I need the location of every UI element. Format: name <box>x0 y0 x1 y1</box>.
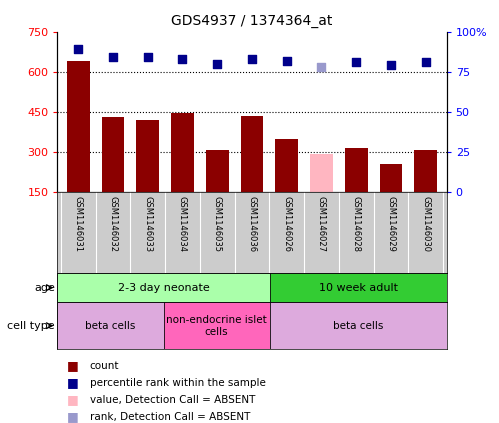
Bar <box>345 148 368 192</box>
Bar <box>102 118 124 192</box>
Bar <box>67 61 89 192</box>
Text: ■: ■ <box>67 376 79 389</box>
Bar <box>136 120 159 192</box>
Point <box>317 64 325 71</box>
Bar <box>57 273 269 302</box>
Text: percentile rank within the sample: percentile rank within the sample <box>90 378 265 388</box>
Bar <box>380 164 402 192</box>
Point <box>144 54 152 61</box>
Text: GSM1146030: GSM1146030 <box>421 196 430 253</box>
Text: 2-3 day neonate: 2-3 day neonate <box>118 283 210 293</box>
Bar <box>269 302 447 349</box>
Text: GSM1146026: GSM1146026 <box>282 196 291 253</box>
Text: GSM1146027: GSM1146027 <box>317 196 326 253</box>
Text: GSM1146028: GSM1146028 <box>352 196 361 253</box>
Point <box>109 54 117 61</box>
Title: GDS4937 / 1374364_at: GDS4937 / 1374364_at <box>171 14 333 28</box>
Text: ■: ■ <box>67 410 79 423</box>
Point <box>422 59 430 66</box>
Text: cell type: cell type <box>7 321 55 331</box>
Bar <box>164 302 269 349</box>
Text: GSM1146033: GSM1146033 <box>143 196 152 253</box>
Text: ■: ■ <box>67 360 79 372</box>
Point <box>352 59 360 66</box>
Text: beta cells: beta cells <box>85 321 136 331</box>
Point <box>179 56 187 63</box>
Text: count: count <box>90 361 119 371</box>
Text: value, Detection Call = ABSENT: value, Detection Call = ABSENT <box>90 395 255 405</box>
Point <box>213 60 221 67</box>
Text: 10 week adult: 10 week adult <box>319 283 398 293</box>
Bar <box>206 150 229 192</box>
Bar <box>241 116 263 192</box>
Text: GSM1146034: GSM1146034 <box>178 196 187 253</box>
Text: non-endocrine islet
cells: non-endocrine islet cells <box>166 315 267 337</box>
Text: beta cells: beta cells <box>333 321 383 331</box>
Text: GSM1146035: GSM1146035 <box>213 196 222 253</box>
Text: age: age <box>34 283 55 293</box>
Text: GSM1146036: GSM1146036 <box>248 196 256 253</box>
Text: GSM1146032: GSM1146032 <box>108 196 117 253</box>
Text: ■: ■ <box>67 393 79 406</box>
Text: GSM1146031: GSM1146031 <box>74 196 83 253</box>
Bar <box>310 154 333 192</box>
Point <box>283 57 291 64</box>
Bar <box>275 139 298 192</box>
Point <box>248 56 256 63</box>
Bar <box>171 113 194 192</box>
Point <box>387 62 395 69</box>
Point <box>74 46 82 53</box>
Bar <box>415 150 437 192</box>
Bar <box>269 273 447 302</box>
Text: rank, Detection Call = ABSENT: rank, Detection Call = ABSENT <box>90 412 250 422</box>
Bar <box>57 302 164 349</box>
Text: GSM1146029: GSM1146029 <box>387 196 396 253</box>
